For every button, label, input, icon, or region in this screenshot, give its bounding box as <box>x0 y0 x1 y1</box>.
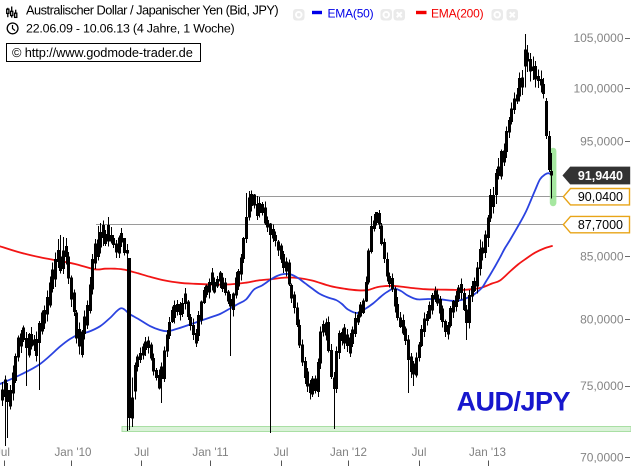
svg-text:Jul: Jul <box>134 446 149 459</box>
svg-text:80,0000: 80,0000 <box>580 312 624 326</box>
svg-text:75,0000: 75,0000 <box>580 379 624 393</box>
svg-text:Jan '11: Jan '11 <box>192 446 228 459</box>
svg-text:Jan '10: Jan '10 <box>54 446 91 459</box>
svg-text:Jan '13: Jan '13 <box>469 446 506 459</box>
svg-text:22.06.09 - 10.06.13 (4 Jahre,: 22.06.09 - 10.06.13 (4 Jahre, 1 Woche) <box>26 22 235 36</box>
svg-text:85,0000: 85,0000 <box>580 250 624 264</box>
svg-text:70,0000: 70,0000 <box>580 451 624 465</box>
svg-text:Jan '12: Jan '12 <box>330 446 367 459</box>
svg-text:90,0400: 90,0400 <box>578 190 623 204</box>
svg-text:Jul: Jul <box>0 446 10 459</box>
svg-text:91,9440: 91,9440 <box>578 169 623 183</box>
svg-text:87,7000: 87,7000 <box>578 218 623 232</box>
svg-text:AUD/JPY: AUD/JPY <box>457 387 571 417</box>
svg-text:Australischer Dollar / Japanis: Australischer Dollar / Japanischer Yen (… <box>26 2 278 17</box>
svg-text:Jul: Jul <box>274 446 289 459</box>
svg-text:95,0000: 95,0000 <box>580 135 624 149</box>
svg-text:Jul: Jul <box>412 446 427 459</box>
svg-text:100,0000: 100,0000 <box>573 82 623 96</box>
svg-text:EMA(50): EMA(50) <box>328 7 374 21</box>
svg-text:EMA(200): EMA(200) <box>431 7 484 21</box>
svg-text:© http://www.godmode-trader.de: © http://www.godmode-trader.de <box>12 45 193 60</box>
svg-text:105,0000: 105,0000 <box>573 31 623 45</box>
